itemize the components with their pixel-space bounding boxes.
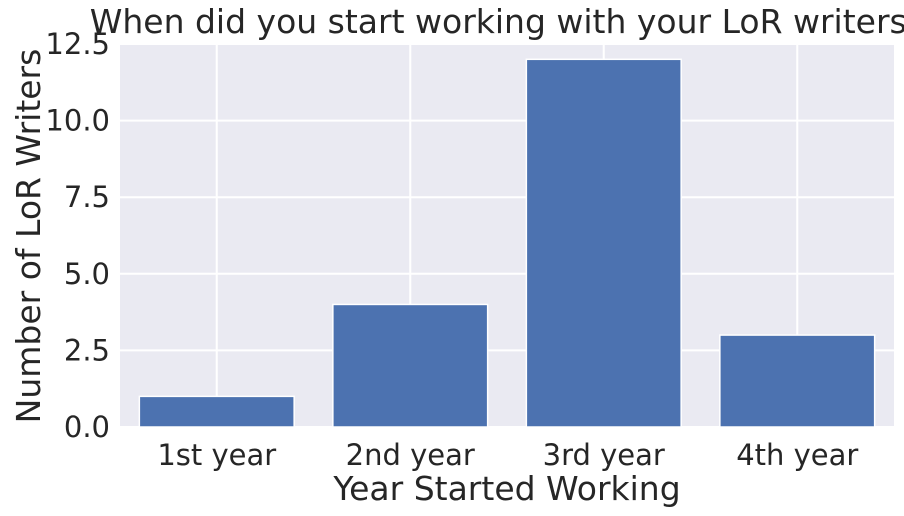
y-tick-label: 2.5	[64, 333, 110, 367]
y-axis-label: Number of LoR Writers	[9, 49, 48, 424]
x-tick-label: 4th year	[736, 438, 858, 472]
y-tick-label: 12.5	[45, 27, 110, 61]
y-tick-label: 10.0	[45, 104, 110, 138]
y-tick-labels: 0.0 2.5 5.0 7.5 10.0 12.5	[45, 27, 110, 444]
chart-title: When did you start working with your LoR…	[90, 2, 904, 41]
bar-4	[719, 334, 876, 428]
y-tick-label: 0.0	[64, 410, 110, 444]
x-tick-label: 2nd year	[346, 438, 475, 472]
x-axis-label: Year Started Working	[332, 469, 680, 508]
x-tick-label: 1st year	[157, 438, 276, 472]
x-tick-label: 3rd year	[543, 438, 665, 472]
bar-1	[138, 395, 295, 428]
bars-group	[138, 58, 876, 428]
x-tick-labels: 1st year 2nd year 3rd year 4th year	[157, 438, 858, 472]
y-tick-label: 7.5	[64, 180, 110, 214]
bar-3	[525, 58, 682, 428]
bar-2	[332, 303, 489, 428]
y-tick-label: 5.0	[64, 257, 110, 291]
